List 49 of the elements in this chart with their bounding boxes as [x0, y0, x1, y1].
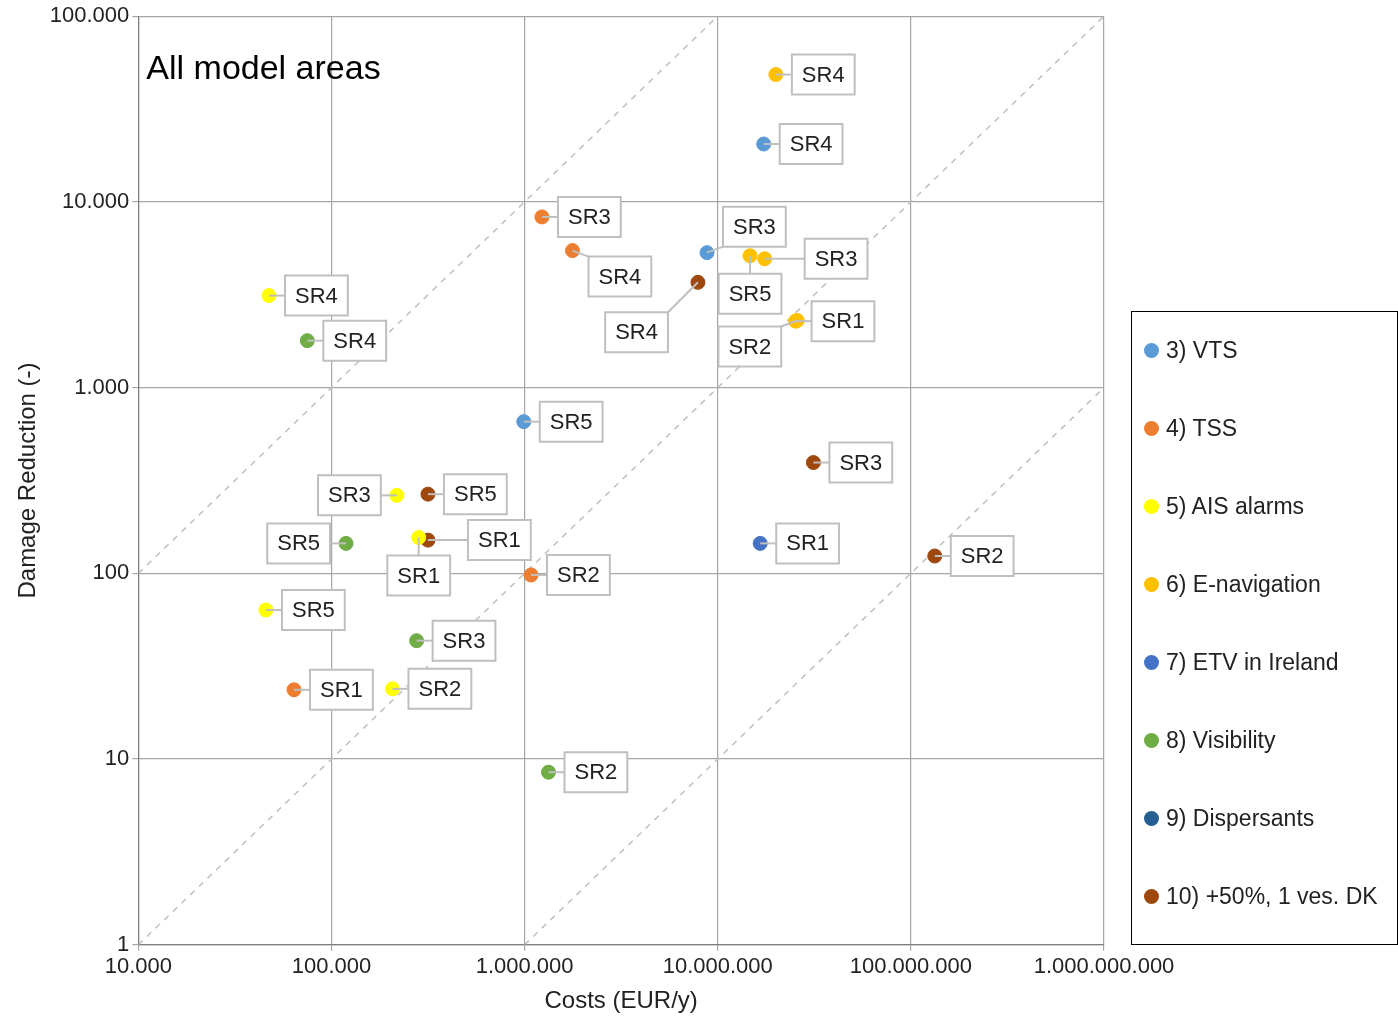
- data-label: SR1: [786, 530, 830, 556]
- data-label: SR5: [453, 481, 497, 507]
- y-tick-label: 1: [117, 930, 130, 956]
- data-label: SR5: [291, 597, 335, 623]
- data-label: SR2: [960, 543, 1004, 569]
- data-label: SR2: [574, 759, 618, 785]
- data-label: SR3: [567, 204, 611, 230]
- data-label: SR4: [333, 327, 377, 353]
- x-tick-label: 100.000: [291, 953, 372, 979]
- data-label: SR2: [418, 675, 462, 701]
- x-tick-label: 1.000.000.000: [1033, 953, 1175, 979]
- legend-label: 8) Visibility: [1166, 727, 1276, 755]
- legend-label: 4) TSS: [1166, 415, 1238, 443]
- data-label: SR3: [442, 627, 486, 653]
- data-label: SR2: [557, 562, 600, 588]
- data-label: SR4: [615, 319, 658, 345]
- data-label: SR4: [598, 263, 642, 289]
- data-label: SR5: [277, 530, 321, 556]
- data-label: SR5: [728, 280, 772, 306]
- legend-label: 7) ETV in Ireland: [1166, 649, 1339, 677]
- data-label: SR4: [295, 282, 338, 308]
- data-label: SR4: [789, 131, 833, 157]
- data-label: SR3: [733, 213, 776, 239]
- data-label: SR3: [814, 245, 858, 271]
- x-tick-label: 10.000.000: [662, 953, 773, 979]
- y-tick-label: 100: [92, 559, 130, 585]
- data-label: SR2: [728, 333, 772, 359]
- y-tick-label: 10.000: [62, 187, 130, 213]
- x-tick-label: 1.000.000: [475, 953, 574, 979]
- legend-label: 10) +50%, 1 ves. DK: [1166, 883, 1378, 911]
- y-tick-label: 100.000: [49, 2, 130, 28]
- legend-label: 9) Dispersants: [1166, 805, 1315, 833]
- data-label: SR1: [477, 527, 521, 553]
- data-label: SR5: [549, 408, 593, 434]
- x-axis-title: Costs (EUR/y): [544, 986, 698, 1014]
- y-tick-label: 1.000: [74, 373, 130, 399]
- legend-label: 5) AIS alarms: [1166, 493, 1305, 521]
- legend-label: 6) E-navigation: [1166, 571, 1321, 599]
- y-axis-title: Damage Reduction (-): [13, 362, 41, 599]
- x-tick-label: 100.000.000: [849, 953, 973, 979]
- text: All model areas: [146, 47, 381, 86]
- data-label: SR1: [397, 562, 441, 588]
- data-label: SR3: [839, 449, 883, 475]
- data-label: SR1: [821, 308, 865, 334]
- data-label: SR3: [328, 482, 371, 508]
- data-label: SR1: [320, 676, 363, 702]
- y-tick-label: 10: [104, 745, 130, 771]
- legend-label: 3) VTS: [1166, 337, 1238, 365]
- data-label: SR4: [801, 61, 845, 87]
